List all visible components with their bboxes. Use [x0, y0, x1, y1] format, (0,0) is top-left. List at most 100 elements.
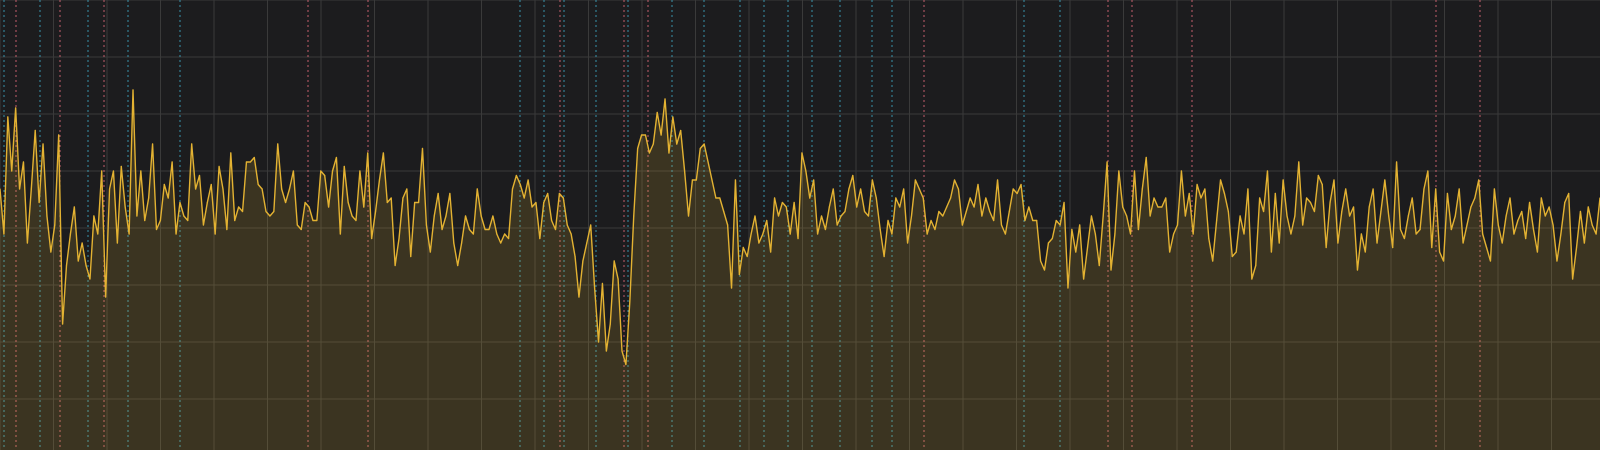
data-point	[42, 143, 44, 145]
data-point	[171, 161, 173, 163]
data-point	[1439, 251, 1441, 253]
data-point	[46, 215, 48, 217]
data-point	[903, 188, 905, 190]
data-point	[1247, 188, 1249, 190]
data-point	[1282, 179, 1284, 181]
data-point	[433, 215, 435, 217]
data-point	[148, 197, 150, 199]
data-point	[1509, 197, 1511, 199]
data-point	[946, 206, 948, 208]
data-point	[81, 242, 83, 244]
data-point	[1145, 156, 1147, 159]
data-point	[1431, 246, 1433, 249]
data-point	[871, 179, 873, 181]
data-point	[26, 242, 28, 244]
data-point	[1239, 215, 1241, 217]
data-point	[1262, 210, 1265, 213]
data-point	[124, 206, 126, 208]
data-point	[613, 260, 615, 262]
data-point	[1039, 260, 1042, 262]
data-point	[273, 210, 275, 213]
data-point	[676, 143, 678, 145]
data-point	[421, 147, 424, 150]
data-point	[11, 170, 13, 172]
data-point	[429, 251, 431, 253]
data-point	[844, 210, 846, 213]
data-point	[950, 197, 952, 199]
data-point	[1360, 233, 1362, 235]
data-point	[1251, 278, 1253, 280]
data-point	[1227, 210, 1229, 213]
data-point	[1572, 278, 1574, 280]
data-point	[699, 147, 701, 150]
data-point	[687, 215, 690, 217]
data-point	[1063, 201, 1065, 204]
data-point	[468, 228, 471, 231]
data-point	[601, 282, 604, 285]
data-point	[832, 188, 834, 190]
data-point	[539, 237, 541, 240]
data-point	[996, 179, 999, 181]
data-point	[1133, 170, 1136, 172]
data-point	[1043, 269, 1046, 271]
data-point	[1047, 242, 1050, 244]
data-point	[1427, 170, 1429, 172]
data-point	[437, 192, 439, 195]
data-point	[981, 215, 983, 217]
data-point	[805, 170, 807, 172]
data-point	[69, 233, 72, 235]
data-point	[1493, 188, 1495, 190]
data-point	[214, 233, 216, 235]
data-point	[241, 210, 244, 213]
data-point	[566, 224, 568, 226]
data-point	[277, 143, 279, 145]
data-point	[586, 242, 588, 244]
data-point	[1395, 161, 1398, 163]
data-point	[1564, 201, 1566, 204]
data-point	[1337, 242, 1339, 244]
data-point	[1356, 269, 1359, 271]
data-point	[394, 264, 396, 267]
data-point	[476, 188, 478, 190]
data-point	[711, 179, 713, 181]
data-point	[1208, 237, 1210, 240]
data-point	[1540, 197, 1542, 199]
data-point	[1435, 188, 1437, 190]
data-point	[140, 170, 142, 172]
data-point	[284, 201, 287, 204]
data-point	[1302, 224, 1304, 226]
data-point	[363, 206, 365, 208]
data-point	[1094, 233, 1096, 235]
data-point	[351, 215, 353, 217]
data-point	[875, 197, 877, 199]
data-point	[1106, 161, 1108, 163]
data-point	[1102, 215, 1104, 217]
data-point	[1333, 179, 1335, 181]
data-point	[1595, 233, 1597, 235]
data-point	[382, 152, 384, 154]
data-point	[1212, 260, 1214, 262]
data-point	[953, 179, 956, 181]
data-point	[112, 170, 115, 172]
data-point	[1172, 233, 1175, 235]
data-point	[378, 179, 381, 181]
data-point	[680, 129, 682, 132]
data-point	[605, 350, 607, 352]
data-point	[355, 219, 357, 222]
data-point	[97, 233, 99, 235]
data-point	[550, 219, 553, 222]
data-point	[660, 134, 662, 136]
data-point	[719, 197, 721, 199]
data-point	[202, 224, 205, 226]
data-point	[1407, 215, 1409, 217]
data-point	[727, 224, 729, 226]
data-point	[793, 201, 795, 204]
data-point	[633, 215, 635, 217]
data-point	[558, 192, 561, 195]
data-point	[15, 107, 17, 109]
data-point	[1474, 197, 1476, 199]
data-point	[38, 201, 40, 204]
data-point	[637, 147, 639, 150]
data-point	[292, 170, 294, 172]
